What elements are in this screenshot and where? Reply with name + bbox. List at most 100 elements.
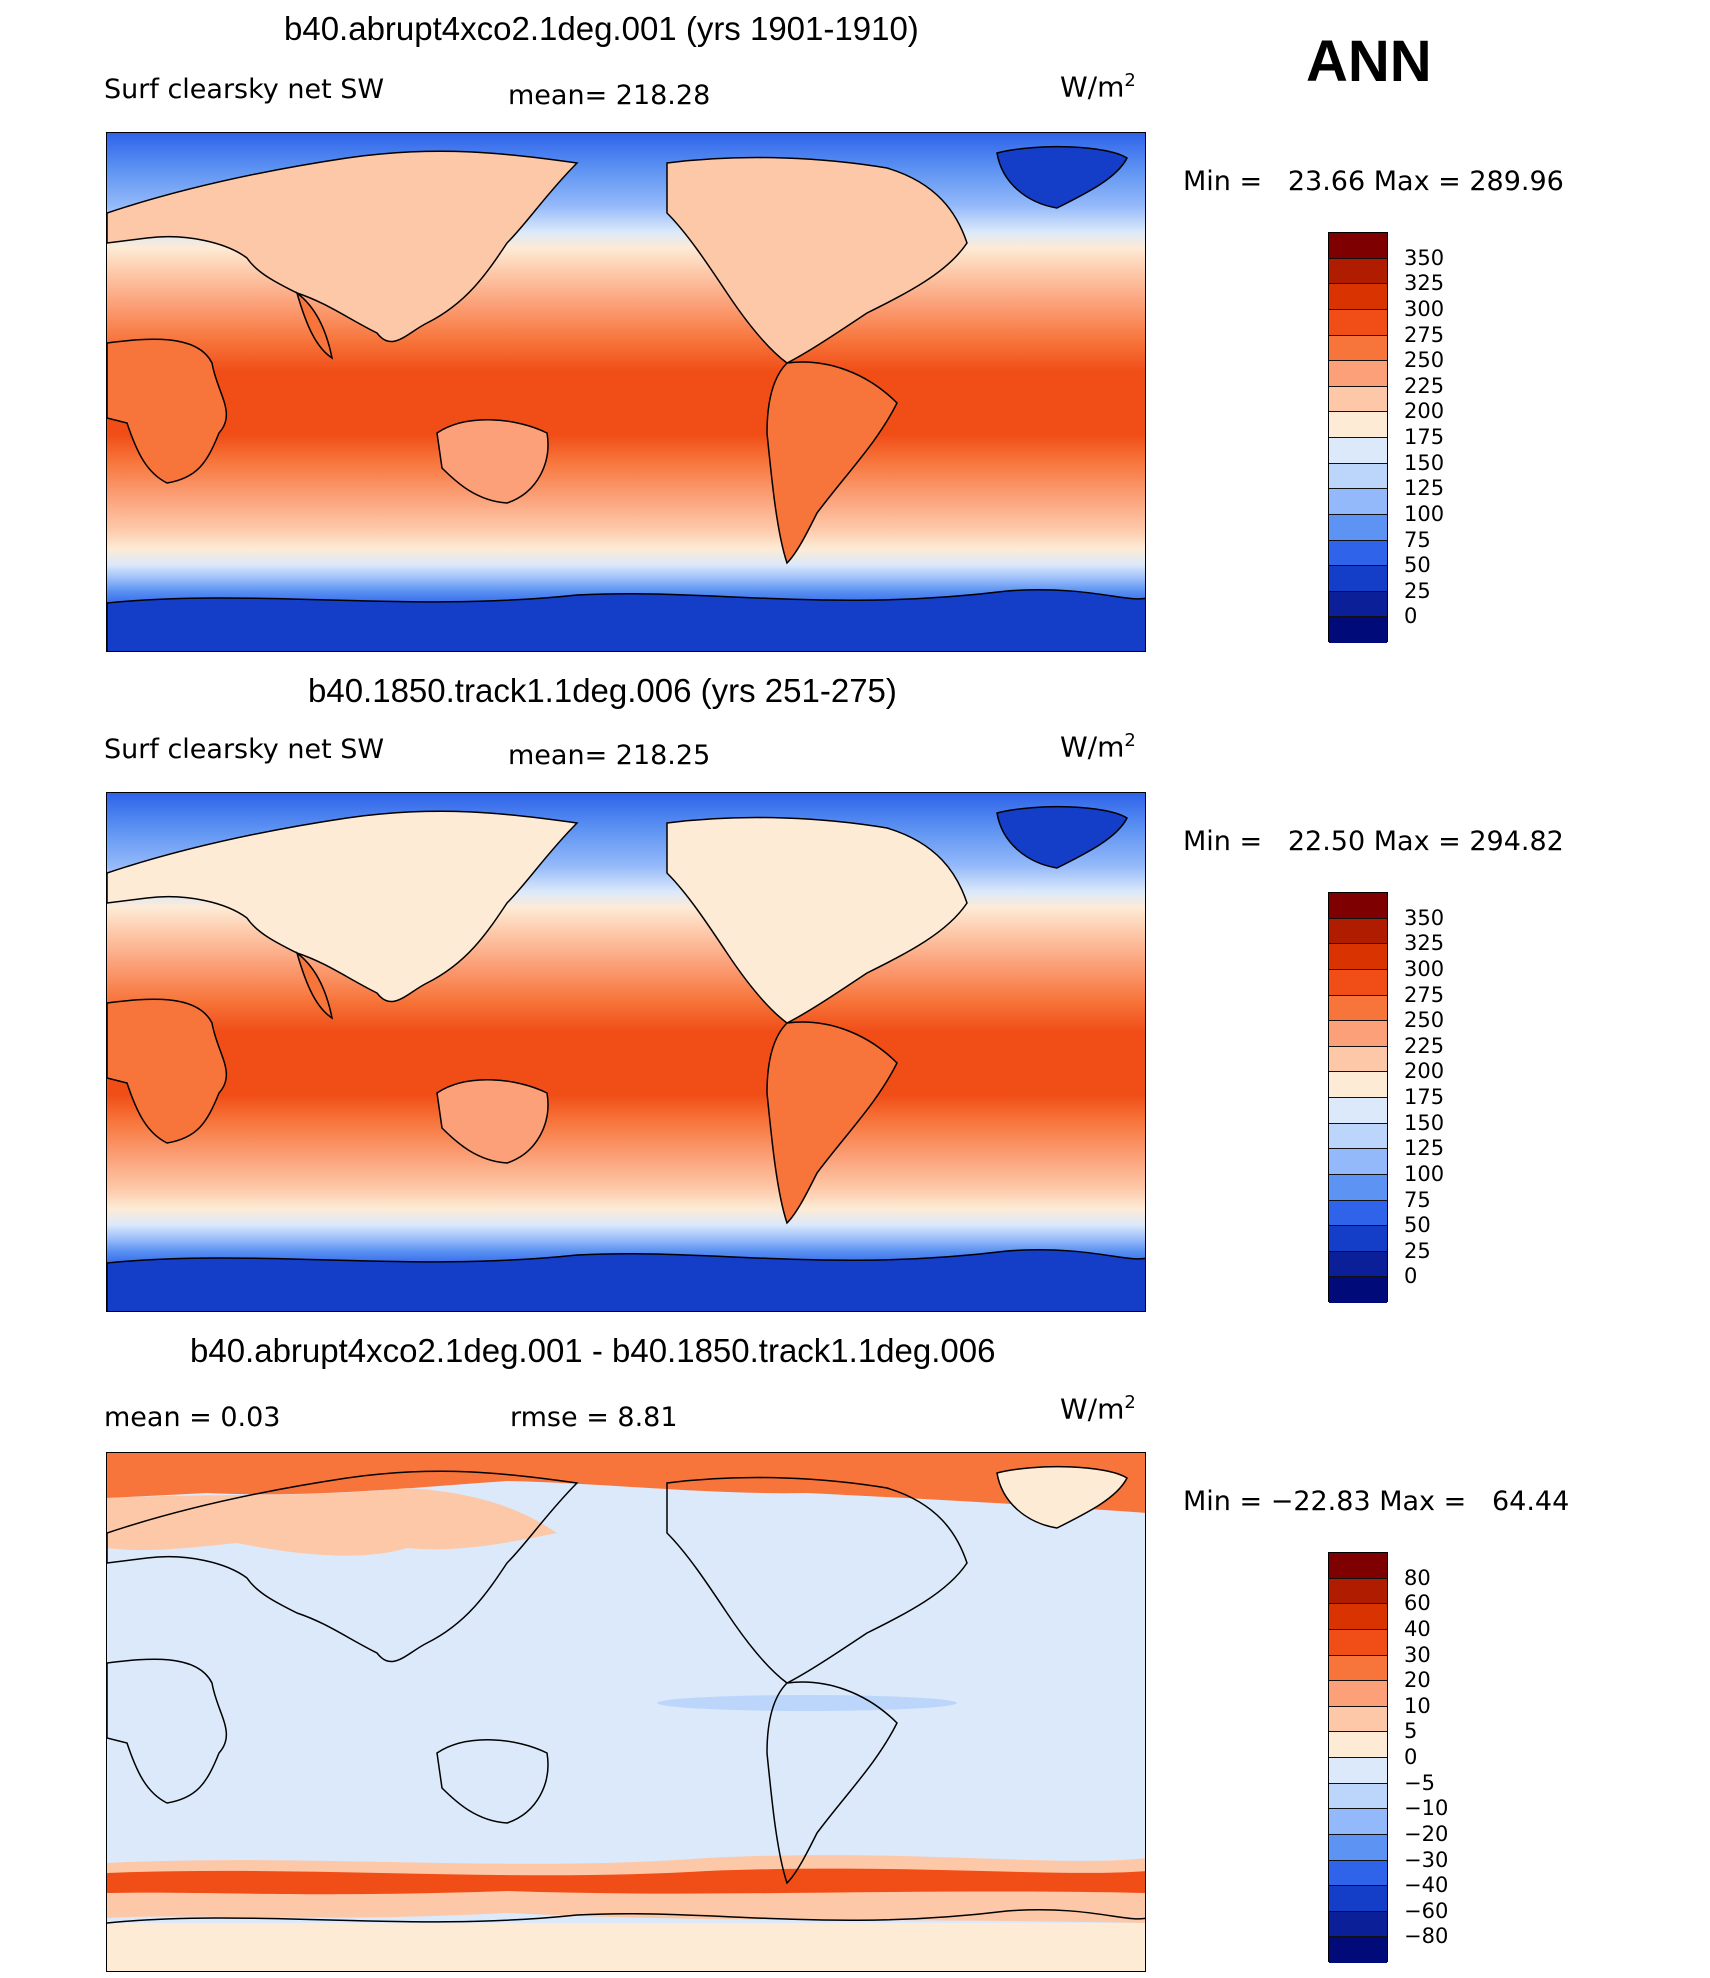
colorbar-segment [1329, 1834, 1387, 1861]
colorbar-tick-label: 40 [1404, 1616, 1431, 1641]
colorbar-segment [1329, 1629, 1387, 1656]
colorbar-segment [1329, 540, 1387, 567]
colorbar-segment [1329, 1809, 1387, 1835]
colorbar-tick-label: 200 [1404, 1059, 1445, 1084]
colorbar-tick-label: 60 [1404, 1591, 1431, 1616]
colorbar-tick-label: −60 [1404, 1898, 1449, 1923]
panel1-variable: Surf clearsky net SW [104, 74, 385, 105]
colorbar-segment [1329, 1200, 1387, 1227]
colorbar-tick-label: 125 [1404, 1136, 1445, 1161]
colorbar-segment [1329, 1226, 1387, 1252]
panel2-title: b40.1850.track1.1deg.006 (yrs 251-275) [308, 672, 897, 709]
colorbar-tick-label: 50 [1404, 1213, 1431, 1238]
colorbar-segment [1329, 1174, 1387, 1201]
colorbar-segment [1329, 1123, 1387, 1150]
panel2-minmax: Min = 22.50 Max = 294.82 [1183, 826, 1564, 857]
colorbar-segment [1329, 1277, 1387, 1303]
colorbar-tick-label: 50 [1404, 553, 1431, 578]
colorbar-tick-label: 25 [1404, 578, 1431, 603]
colorbar-segment [1329, 1072, 1387, 1098]
season-label: ANN [1306, 29, 1432, 94]
colorbar-segment [1329, 1149, 1387, 1175]
colorbar-tick-label: 25 [1404, 1238, 1431, 1263]
colorbar-segment [1329, 1655, 1387, 1682]
panel2-map [106, 792, 1146, 1312]
colorbar-tick-label: −5 [1404, 1770, 1435, 1795]
panel2-map-svg [107, 793, 1145, 1311]
colorbar-segment [1329, 386, 1387, 413]
colorbar-segment [1329, 1886, 1387, 1912]
panel1-minmax: Min = 23.66 Max = 289.96 [1183, 166, 1564, 197]
colorbar-tick-label: 0 [1404, 1264, 1418, 1289]
colorbar-segment [1329, 617, 1387, 643]
panel3-units: W/m2 [1060, 1392, 1136, 1426]
colorbar-segment [1329, 361, 1387, 387]
colorbar-tick-label: 5 [1404, 1719, 1418, 1744]
colorbar-tick-label: 225 [1404, 373, 1445, 398]
panel3-map [106, 1452, 1146, 1972]
colorbar-segment [1329, 1681, 1387, 1707]
colorbar-segment [1329, 969, 1387, 996]
colorbar-tick-label: 350 [1404, 905, 1445, 930]
colorbar-segment [1329, 463, 1387, 490]
colorbar-tick-label: 175 [1404, 1085, 1445, 1109]
panel1-title: b40.abrupt4xco2.1deg.001 (yrs 1901-1910) [284, 10, 919, 47]
panel2-variable: Surf clearsky net SW [104, 734, 385, 765]
colorbar-tick-label: 75 [1404, 1187, 1431, 1212]
colorbar-tick-label: −30 [1404, 1847, 1449, 1872]
panel1-map-svg [107, 133, 1145, 651]
colorbar-segment [1329, 1251, 1387, 1278]
colorbar-tick-label: 0 [1404, 604, 1418, 629]
colorbar-tick-label: 10 [1404, 1693, 1431, 1718]
colorbar-tick-label: 125 [1404, 476, 1445, 501]
colorbar-segment [1329, 1860, 1387, 1887]
colorbar-segment [1329, 566, 1387, 592]
colorbar-segment [1329, 335, 1387, 362]
colorbar-tick-label: −40 [1404, 1873, 1449, 1898]
colorbar-tick-label: −20 [1404, 1821, 1449, 1846]
colorbar-segment [1329, 1783, 1387, 1810]
panel3-colorbar [1328, 1552, 1388, 1963]
panel3-map-svg [107, 1453, 1145, 1971]
colorbar-tick-label: 325 [1404, 931, 1445, 956]
colorbar-segment [1329, 1758, 1387, 1784]
panel1-map [106, 132, 1146, 652]
colorbar-tick-label: 350 [1404, 245, 1445, 270]
colorbar-tick-label: 175 [1404, 425, 1445, 449]
colorbar-tick-label: 200 [1404, 399, 1445, 424]
colorbar-tick-label: 250 [1404, 348, 1445, 373]
colorbar-tick-label: 300 [1404, 956, 1445, 981]
colorbar-tick-label: 225 [1404, 1033, 1445, 1058]
colorbar-tick-label: 0 [1404, 1745, 1418, 1769]
colorbar-tick-label: 250 [1404, 1008, 1445, 1033]
panel1-colorbar [1328, 232, 1388, 643]
colorbar-segment [1329, 944, 1387, 970]
colorbar-segment [1329, 412, 1387, 438]
colorbar-segment [1329, 1732, 1387, 1758]
panel2-colorbar [1328, 892, 1388, 1303]
colorbar-tick-label: 100 [1404, 1161, 1445, 1186]
colorbar-segment [1329, 1937, 1387, 1963]
colorbar-tick-label: 100 [1404, 501, 1445, 526]
colorbar-segment [1329, 893, 1387, 919]
colorbar-segment [1329, 489, 1387, 515]
colorbar-tick-label: −80 [1404, 1924, 1449, 1949]
colorbar-tick-label: 275 [1404, 322, 1445, 347]
panel3-title: b40.abrupt4xco2.1deg.001 - b40.1850.trac… [190, 1332, 996, 1369]
colorbar-segment [1329, 1553, 1387, 1579]
colorbar-tick-label: 325 [1404, 271, 1445, 296]
colorbar-segment [1329, 995, 1387, 1022]
colorbar-segment [1329, 1706, 1387, 1733]
colorbar-segment [1329, 309, 1387, 336]
colorbar-tick-label: 150 [1404, 450, 1445, 475]
panel3-mean: mean = 0.03 [104, 1402, 281, 1433]
colorbar-segment [1329, 438, 1387, 464]
colorbar-segment [1329, 1021, 1387, 1047]
colorbar-segment [1329, 258, 1387, 285]
colorbar-segment [1329, 1578, 1387, 1605]
colorbar-tick-label: 80 [1404, 1565, 1431, 1590]
colorbar-tick-label: 20 [1404, 1668, 1431, 1693]
colorbar-tick-label: 30 [1404, 1642, 1431, 1667]
colorbar-tick-label: −10 [1404, 1796, 1449, 1821]
panel1-units: W/m2 [1060, 70, 1136, 104]
